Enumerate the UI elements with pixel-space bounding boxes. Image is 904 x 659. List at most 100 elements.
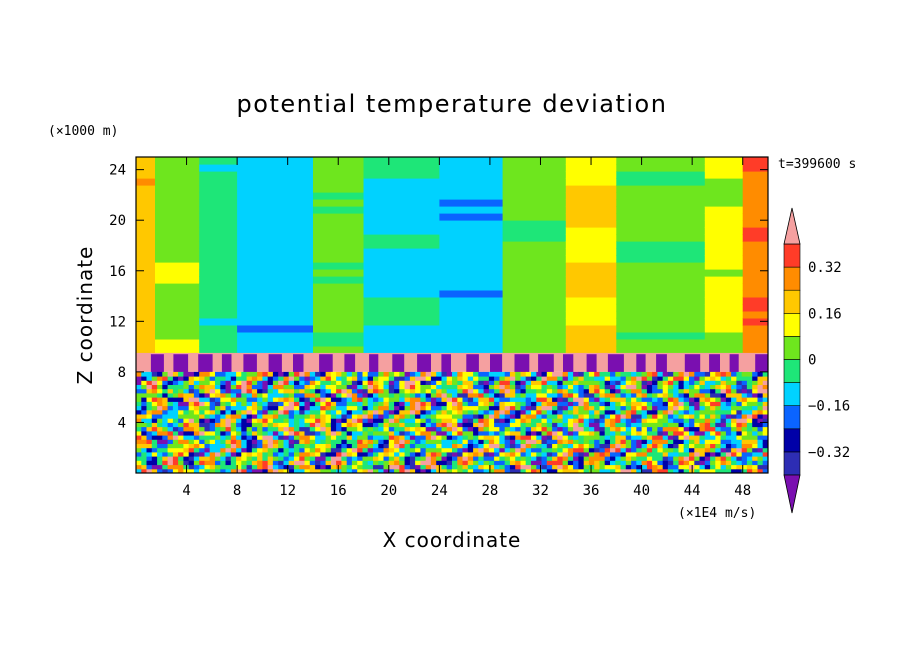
- field-cell-lower: [636, 460, 643, 466]
- field-cell-lower: [446, 426, 453, 432]
- field-cell-lower: [662, 447, 669, 453]
- field-cell-lower: [409, 405, 416, 411]
- field-cell-lower: [262, 426, 269, 432]
- field-cell-lower: [357, 443, 363, 449]
- field-cell-lower: [699, 371, 706, 377]
- field-cell-lower: [209, 414, 216, 419]
- field-cell-lower: [399, 464, 406, 470]
- field-cell-lower: [236, 392, 242, 398]
- field-cell-lower: [699, 447, 706, 453]
- field-cell-lower: [425, 430, 432, 436]
- field-cell-lower: [299, 409, 306, 415]
- field-cell-lower: [646, 426, 653, 432]
- field-cell-lower: [373, 388, 379, 394]
- tropopause-blob: [729, 354, 739, 382]
- field-cell-lower: [225, 439, 232, 444]
- field-cell-lower: [515, 380, 521, 385]
- field-cell-lower: [710, 397, 716, 402]
- field-cell-lower: [299, 422, 306, 428]
- field-cell-lower: [552, 422, 558, 428]
- field-cell-lower: [546, 464, 553, 470]
- field-cell-lower: [741, 418, 748, 423]
- field-cell-lower: [631, 401, 637, 407]
- field-cell-lower: [257, 460, 263, 466]
- field-cell-lower: [689, 443, 695, 449]
- field-cell-lower: [383, 371, 390, 377]
- field-cell-lower: [578, 401, 585, 407]
- field-cell-lower: [762, 401, 768, 407]
- field-cell-lower: [257, 397, 263, 402]
- field-cell-upper: [199, 345, 238, 354]
- field-cell-lower: [294, 456, 300, 461]
- field-cell-lower: [731, 460, 737, 466]
- field-cell-lower: [225, 451, 232, 457]
- field-cell-lower: [220, 418, 227, 423]
- field-cell-lower: [183, 439, 190, 444]
- field-cell-lower: [304, 371, 311, 377]
- field-cell-lower: [246, 430, 253, 436]
- field-cell-lower: [162, 430, 169, 436]
- field-cell-upper: [742, 303, 768, 312]
- field-cell-lower: [525, 456, 532, 461]
- y-axis-label: Z coordinate: [73, 246, 97, 385]
- field-cell-lower: [241, 409, 248, 415]
- field-cell-lower: [162, 422, 169, 428]
- field-cell-lower: [272, 451, 279, 457]
- field-cell-lower: [199, 376, 205, 381]
- field-cell-lower: [236, 426, 242, 432]
- field-cell-lower: [762, 388, 768, 394]
- field-cell-upper: [704, 206, 744, 214]
- field-cell-lower: [710, 456, 716, 461]
- field-cell-lower: [362, 456, 369, 461]
- field-cell-lower: [741, 371, 748, 377]
- field-cell-lower: [578, 418, 585, 423]
- field-cell-lower: [646, 443, 653, 449]
- field-cell-lower: [509, 456, 516, 461]
- field-cell-upper: [502, 338, 567, 347]
- field-cell-lower: [146, 451, 153, 457]
- field-cell-lower: [594, 456, 600, 461]
- field-cell-lower: [641, 409, 648, 415]
- field-cell-upper: [199, 164, 238, 172]
- field-cell-lower: [378, 376, 385, 381]
- field-cell-lower: [641, 384, 648, 390]
- field-cell-lower: [704, 456, 711, 461]
- field-cell-upper: [439, 345, 504, 354]
- field-cell-lower: [441, 371, 448, 377]
- field-cell-lower: [720, 464, 727, 470]
- field-cell-lower: [272, 435, 279, 440]
- field-cell-upper: [199, 296, 238, 305]
- field-cell-upper: [502, 241, 567, 249]
- field-cell-lower: [541, 464, 548, 470]
- colorbar-bottom-arrow: [783, 474, 801, 514]
- field-cell-lower: [620, 443, 627, 449]
- field-cell-lower: [373, 380, 379, 385]
- field-cell-lower: [346, 371, 353, 377]
- field-cell-lower: [351, 409, 358, 415]
- field-cell-lower: [193, 430, 200, 436]
- field-cell-lower: [736, 392, 743, 398]
- field-cell-lower: [725, 464, 732, 470]
- field-cell-lower: [409, 392, 416, 398]
- field-cell-lower: [351, 426, 358, 432]
- field-cell-lower: [278, 468, 284, 473]
- field-cell-lower: [394, 418, 400, 423]
- field-cell-lower: [467, 418, 474, 423]
- field-cell-lower: [257, 443, 263, 449]
- field-cell-lower: [373, 464, 379, 470]
- field-cell-lower: [578, 447, 585, 453]
- field-cell-upper: [439, 171, 504, 179]
- field-cell-lower: [499, 456, 506, 461]
- field-cell-lower: [694, 376, 701, 381]
- field-cell-lower: [731, 380, 737, 385]
- field-cell-lower: [151, 430, 158, 436]
- field-cell-lower: [588, 456, 595, 461]
- field-cell-lower: [167, 447, 174, 453]
- field-cell-lower: [567, 443, 574, 449]
- field-cell-lower: [336, 392, 342, 398]
- field-cell-lower: [246, 443, 253, 449]
- field-cell-lower: [183, 422, 190, 428]
- field-cell-lower: [146, 376, 153, 381]
- field-cell-upper: [237, 171, 314, 179]
- field-cell-lower: [146, 380, 153, 385]
